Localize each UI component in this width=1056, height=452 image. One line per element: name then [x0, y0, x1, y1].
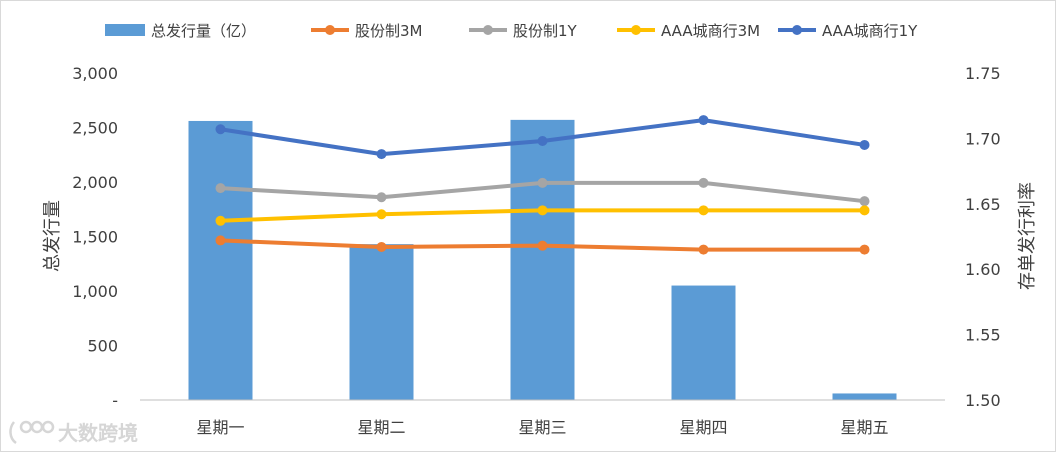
- series-point: [537, 205, 548, 216]
- legend-swatch-marker: [792, 25, 802, 35]
- series-point: [215, 215, 226, 226]
- series-point: [537, 177, 548, 188]
- series-point: [859, 139, 870, 150]
- x-tick-label: 星期四: [679, 418, 727, 437]
- series-point: [215, 124, 226, 135]
- series-point: [376, 241, 387, 252]
- series-point: [215, 183, 226, 194]
- left-tick-label: 2,500: [72, 119, 118, 138]
- right-tick-label: 1.70: [965, 129, 1001, 148]
- series-point: [859, 244, 870, 255]
- right-tick-label: 1.50: [965, 391, 1001, 410]
- left-axis: - 500 1,000 1,500 2,000 2,500 3,000: [72, 64, 118, 410]
- line-series-group: [215, 115, 870, 255]
- right-axis: 1.50 1.55 1.60 1.65 1.70 1.75: [965, 64, 1001, 410]
- series-point: [376, 209, 387, 220]
- series-point: [859, 205, 870, 216]
- left-tick-label: 1,500: [72, 228, 118, 247]
- bar: [349, 244, 414, 400]
- legend-label: 股份制3M: [355, 22, 423, 40]
- x-tick-label: 星期二: [357, 418, 405, 437]
- right-tick-label: 1.75: [965, 64, 1001, 83]
- x-tick-label: 星期三: [518, 418, 566, 437]
- series-point: [698, 177, 709, 188]
- series-point: [537, 136, 548, 147]
- bar: [671, 285, 736, 400]
- series-point: [376, 192, 387, 203]
- series-point: [698, 244, 709, 255]
- legend: 总发行量（亿） 股份制3M 股份制1Y AAA城商行3M AAA城商行1Y: [105, 22, 918, 40]
- series-point: [537, 240, 548, 251]
- series-point: [859, 196, 870, 207]
- right-axis-title: 存单发行利率: [1017, 182, 1038, 290]
- x-tick-label: 星期一: [196, 418, 244, 437]
- series-point: [215, 235, 226, 246]
- legend-swatch-marker: [483, 25, 493, 35]
- legend-label: AAA城商行3M: [661, 22, 760, 40]
- legend-label: AAA城商行1Y: [822, 22, 918, 40]
- bar: [188, 120, 253, 401]
- legend-swatch-marker: [325, 25, 335, 35]
- bar: [510, 119, 575, 401]
- x-axis: 星期一 星期二 星期三 星期四 星期五: [196, 418, 888, 437]
- watermark-text: 大数跨境: [58, 421, 138, 445]
- series-point: [698, 115, 709, 126]
- left-tick-label: 1,000: [72, 282, 118, 301]
- bar-series: [188, 119, 897, 401]
- x-tick-label: 星期五: [840, 418, 888, 437]
- legend-label: 股份制1Y: [513, 22, 578, 40]
- left-tick-label: -: [112, 391, 118, 410]
- right-tick-label: 1.60: [965, 260, 1001, 279]
- legend-swatch-marker: [631, 25, 641, 35]
- right-tick-label: 1.65: [965, 195, 1001, 214]
- left-tick-label: 3,000: [72, 64, 118, 83]
- legend-label: 总发行量（亿）: [151, 22, 256, 40]
- watermark-logo-icon: [9, 420, 55, 445]
- series-point: [698, 205, 709, 216]
- watermark: 大数跨境: [9, 420, 138, 445]
- bar: [832, 393, 897, 400]
- series-point: [376, 149, 387, 160]
- right-tick-label: 1.55: [965, 326, 1001, 345]
- left-tick-label: 2,000: [72, 173, 118, 192]
- legend-swatch-bar: [105, 24, 145, 36]
- left-axis-title: 总发行量: [42, 200, 63, 272]
- left-tick-label: 500: [87, 337, 118, 356]
